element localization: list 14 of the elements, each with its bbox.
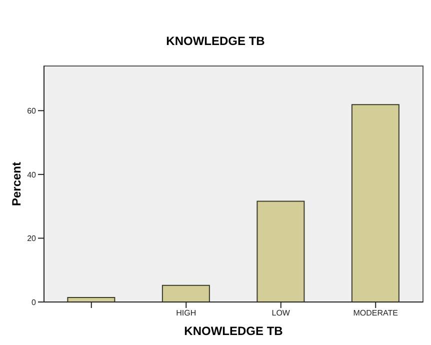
bar [67,297,116,302]
y-axis-title: Percent [9,162,24,206]
x-tick-label: LOW [272,308,290,318]
bar [256,200,305,302]
x-tick-label: MODERATE [353,308,398,318]
bar [162,284,210,302]
y-tick-label: 0 [32,298,37,307]
x-tick-label: HIGH [176,308,196,318]
y-tick-label: 40 [27,170,37,180]
chart-title: KNOWLEDGE TB [165,34,266,48]
x-axis-title: KNOWLEDGE TB [184,324,284,338]
y-tick-label: 60 [27,106,37,116]
y-tick-label: 20 [27,234,37,244]
bar [351,104,400,302]
